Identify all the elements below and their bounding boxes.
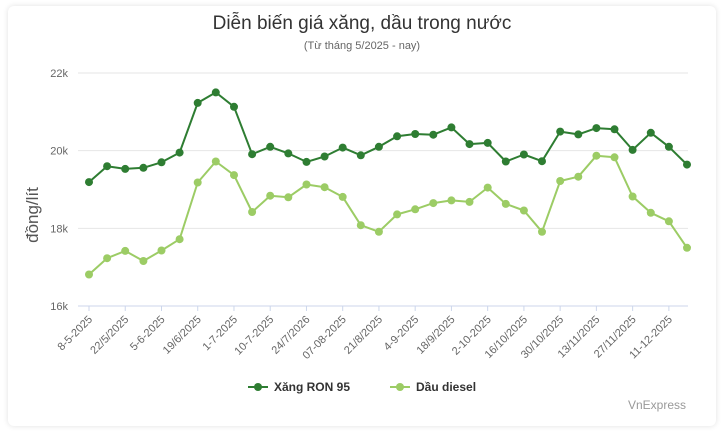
legend-item-series-2[interactable]: Dầu diesel — [390, 377, 476, 397]
data-point[interactable] — [121, 246, 130, 255]
x-tick-label: 19/6/2025 — [161, 314, 204, 357]
y-tick-label: 22k — [50, 68, 68, 80]
data-point[interactable] — [193, 98, 202, 107]
data-point[interactable] — [175, 235, 184, 244]
data-point[interactable] — [483, 183, 492, 192]
data-point[interactable] — [646, 208, 655, 217]
legend-marker-series-2 — [390, 383, 410, 391]
data-point[interactable] — [193, 178, 202, 187]
data-point[interactable] — [302, 180, 311, 189]
data-point[interactable] — [356, 221, 365, 230]
data-point[interactable] — [664, 142, 673, 151]
data-point[interactable] — [248, 150, 257, 159]
data-point[interactable] — [320, 152, 329, 161]
gridlines — [78, 72, 688, 307]
series-2 — [85, 151, 691, 279]
data-point[interactable] — [447, 196, 456, 205]
y-axis-ticks: 16k 18k 20k 22k — [50, 68, 68, 313]
data-point[interactable] — [248, 208, 257, 216]
data-point[interactable] — [284, 193, 293, 202]
data-point[interactable] — [338, 143, 347, 152]
data-point[interactable] — [465, 140, 474, 149]
y-tick-label: 16k — [50, 301, 68, 313]
data-point[interactable] — [175, 148, 184, 157]
data-point[interactable] — [501, 157, 510, 166]
data-point[interactable] — [230, 102, 238, 111]
data-point[interactable] — [683, 243, 691, 252]
data-point[interactable] — [501, 199, 510, 208]
x-tick-label: 22/5/2025 — [88, 314, 131, 357]
data-point[interactable] — [556, 177, 565, 185]
data-point[interactable] — [519, 150, 528, 159]
data-point[interactable] — [320, 183, 329, 192]
data-point[interactable] — [628, 145, 637, 154]
data-point[interactable] — [103, 254, 112, 263]
data-point[interactable] — [157, 158, 166, 167]
data-point[interactable] — [374, 227, 383, 236]
data-point[interactable] — [356, 151, 365, 160]
data-point[interactable] — [429, 199, 438, 208]
data-point[interactable] — [121, 164, 130, 173]
data-point[interactable] — [646, 128, 655, 137]
data-point[interactable] — [429, 130, 438, 139]
x-tick-label: 21/8/2025 — [342, 314, 385, 357]
data-point[interactable] — [103, 162, 112, 171]
data-point[interactable] — [664, 217, 673, 226]
data-point[interactable] — [338, 192, 347, 201]
data-point[interactable] — [266, 142, 275, 151]
data-point[interactable] — [483, 138, 492, 147]
data-point[interactable] — [139, 163, 148, 172]
x-axis-ticks: 8-5-202522/5/20255-6-202519/6/20251-7-20… — [55, 306, 675, 362]
data-point[interactable] — [230, 171, 238, 180]
x-tick-label: 10-7-2025 — [232, 314, 276, 358]
data-point[interactable] — [556, 127, 565, 136]
series-1 — [85, 88, 691, 187]
data-point[interactable] — [574, 130, 583, 139]
y-tick-label: 20k — [50, 146, 68, 158]
data-point[interactable] — [538, 227, 546, 236]
data-point[interactable] — [85, 270, 93, 279]
data-point[interactable] — [374, 142, 383, 151]
data-point[interactable] — [139, 257, 148, 265]
data-point[interactable] — [538, 157, 546, 166]
data-point[interactable] — [266, 191, 275, 200]
data-point[interactable] — [211, 88, 220, 97]
chart-subtitle: (Từ tháng 5/2025 - nay) — [303, 40, 421, 52]
data-point[interactable] — [519, 206, 528, 215]
data-point[interactable] — [683, 160, 691, 169]
legend: Xăng RON 95 Dầu diesel — [0, 377, 724, 397]
chart-title: Diễn biến giá xăng, dầu trong nước — [212, 13, 512, 34]
data-point[interactable] — [157, 246, 166, 255]
legend-item-series-1[interactable]: Xăng RON 95 — [247, 377, 350, 397]
legend-label-series-2: Dầu diesel — [416, 380, 477, 394]
chart-card — [8, 6, 716, 426]
data-point[interactable] — [302, 157, 311, 166]
data-point[interactable] — [592, 124, 601, 133]
source-credit: VnExpress — [627, 398, 686, 412]
data-point[interactable] — [610, 153, 619, 162]
data-point[interactable] — [628, 192, 637, 201]
data-point[interactable] — [393, 132, 402, 141]
series-line-2 — [88, 154, 688, 276]
series-line-1 — [88, 91, 688, 183]
legend-marker-series-1 — [247, 383, 268, 391]
data-point[interactable] — [411, 130, 420, 138]
data-point[interactable] — [574, 172, 583, 181]
series-layer — [85, 88, 691, 279]
legend-label-series-1: Xăng RON 95 — [273, 380, 350, 394]
y-tick-label: 18k — [50, 223, 68, 235]
data-point[interactable] — [465, 197, 474, 206]
data-point[interactable] — [592, 151, 601, 160]
data-point[interactable] — [610, 125, 619, 134]
data-point[interactable] — [411, 205, 420, 214]
data-point[interactable] — [211, 157, 220, 166]
data-point[interactable] — [284, 149, 293, 158]
data-point[interactable] — [85, 178, 93, 187]
data-point[interactable] — [393, 210, 402, 219]
data-point[interactable] — [447, 123, 456, 132]
